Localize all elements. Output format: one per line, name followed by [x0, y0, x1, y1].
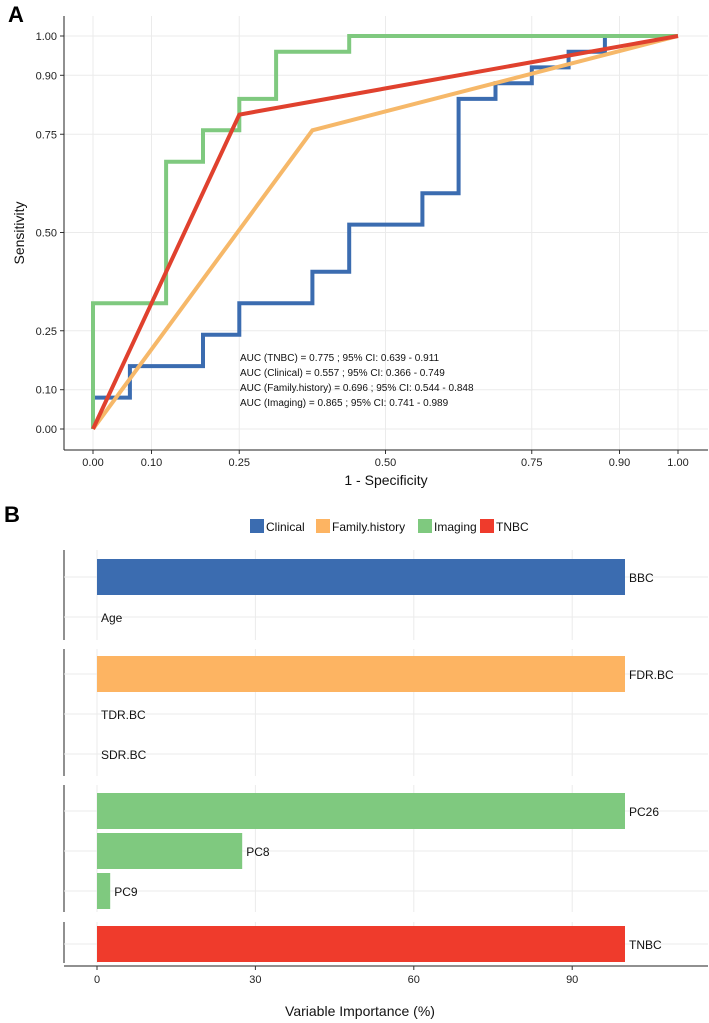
- importance-x-tick-label: 90: [566, 974, 578, 986]
- roc-x-tick-label: 0.25: [229, 457, 250, 469]
- legend-label-family-history: Family.history: [332, 520, 405, 534]
- legend-swatch-tnbc: [480, 519, 494, 533]
- bar-pc26: [97, 793, 625, 829]
- legend-swatch-family-history: [316, 519, 330, 533]
- bar-fdr-bc: [97, 656, 625, 692]
- roc-x-axis-title: 1 - Specificity: [344, 472, 427, 488]
- auc-annotation: AUC (Family.history) = 0.696 ; 95% CI: 0…: [240, 383, 474, 394]
- panel-label-a: A: [8, 2, 24, 27]
- roc-y-tick-label: 0.75: [36, 129, 57, 141]
- importance-x-tick-label: 0: [94, 974, 100, 986]
- bar-bbc: [97, 559, 625, 595]
- roc-x-tick-label: 0.00: [82, 457, 103, 469]
- legend-label-clinical: Clinical: [266, 520, 305, 534]
- legend-label-imaging: Imaging: [434, 520, 477, 534]
- roc-x-tick-label: 1.00: [667, 457, 688, 469]
- roc-y-tick-label: 1.00: [36, 31, 57, 43]
- bar-tnbc: [97, 926, 625, 962]
- auc-annotation: AUC (Imaging) = 0.865 ; 95% CI: 0.741 - …: [240, 398, 449, 409]
- roc-x-tick-label: 0.90: [609, 457, 630, 469]
- importance-panel: B Clinical Family.history Imaging TNBC BBC Age…: [4, 502, 708, 1019]
- auc-annotation: AUC (TNBC) = 0.775 ; 95% CI: 0.639 - 0.9…: [240, 353, 440, 364]
- roc-y-axis-title: Sensitivity: [11, 201, 27, 264]
- bar-label-tdr-bc: TDR.BC: [101, 708, 146, 722]
- bar-label-pc9: PC9: [114, 885, 138, 899]
- roc-y-tick-label: 0.90: [36, 70, 57, 82]
- roc-x-tick-label: 0.10: [141, 457, 162, 469]
- roc-y-tick-label: 0.25: [36, 326, 57, 338]
- roc-y-tick-label: 0.10: [36, 385, 57, 397]
- roc-curve-tnbc: [91, 34, 679, 430]
- bar-pc8: [97, 833, 243, 869]
- roc-curve-family-history: [91, 34, 679, 431]
- legend-label-tnbc: TNBC: [496, 520, 529, 534]
- roc-x-tick-label: 0.50: [375, 457, 396, 469]
- roc-y-tick-label: 0.00: [36, 424, 57, 436]
- bar-label-sdr-bc: SDR.BC: [101, 748, 147, 762]
- roc-y-tick-label: 0.50: [36, 228, 57, 240]
- importance-x-axis-title: Variable Importance (%): [285, 1003, 435, 1019]
- roc-curve-imaging: [91, 34, 678, 429]
- roc-panel: A 0.00 0.10 0.25 0.50 0.75 0.90 1.00 0.00 0.10 0.2…: [8, 2, 708, 488]
- roc-x-tick-label: 0.75: [521, 457, 542, 469]
- bar-label-fdr-bc: FDR.BC: [629, 668, 674, 682]
- bar-label-tnbc: TNBC: [629, 938, 662, 952]
- panel-label-b: B: [4, 502, 20, 527]
- auc-annotation: AUC (Clinical) = 0.557 ; 95% CI: 0.366 -…: [240, 368, 445, 379]
- bar-pc9: [97, 873, 111, 909]
- bar-label-pc8: PC8: [246, 845, 270, 859]
- importance-x-tick-label: 60: [408, 974, 420, 986]
- importance-x-tick-label: 30: [249, 974, 261, 986]
- bar-label-pc26: PC26: [629, 805, 659, 819]
- bar-label-bbc: BBC: [629, 571, 654, 585]
- legend-swatch-imaging: [418, 519, 432, 533]
- legend-swatch-clinical: [250, 519, 264, 533]
- roc-curve-clinical: [91, 34, 678, 429]
- bar-label-age: Age: [101, 611, 123, 625]
- importance-legend: Clinical Family.history Imaging TNBC: [250, 519, 529, 534]
